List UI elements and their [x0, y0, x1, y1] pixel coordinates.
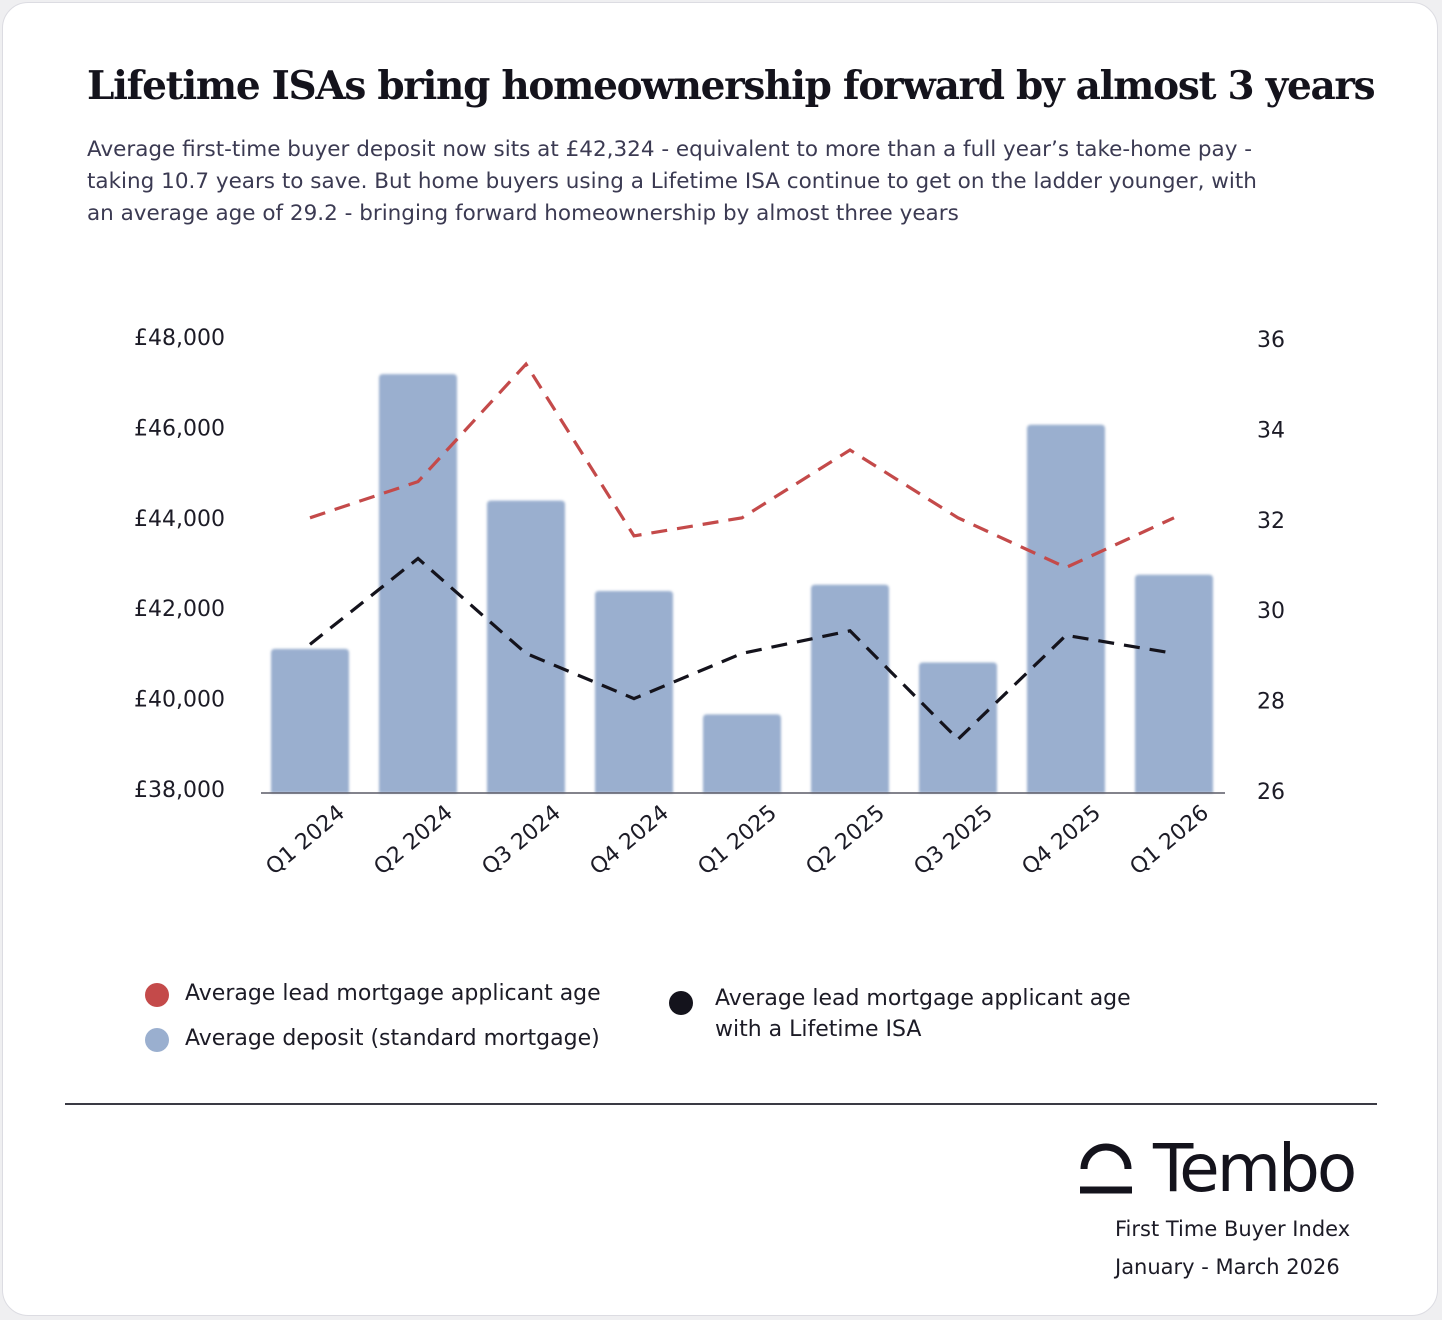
x-tick-label: Q3 2025	[910, 800, 998, 880]
left-tick-label: £48,000	[134, 326, 225, 351]
legend-blue-dot	[145, 1028, 169, 1052]
left-tick-label: £40,000	[134, 688, 225, 713]
tembo-logo: Tembo	[1077, 1129, 1387, 1209]
deposit-bar-q3-2024	[487, 500, 565, 793]
x-tick-label: Q1 2026	[1126, 800, 1214, 880]
deposit-bar-q2-2024	[379, 374, 457, 793]
deposit-bars	[271, 374, 1213, 793]
x-tick-label: Q2 2025	[802, 800, 890, 880]
left-tick-label: £42,000	[134, 597, 225, 622]
lifetime-isa-age-line	[309, 556, 1175, 742]
right-tick-label: 34	[1257, 418, 1285, 443]
footer-divider	[65, 1103, 1377, 1105]
right-tick-label: 36	[1257, 328, 1285, 353]
left-tick-label: £46,000	[134, 416, 225, 441]
x-tick-label: Q2 2024	[370, 800, 458, 880]
legend-deposit: Average deposit (standard mortgage)	[185, 1026, 600, 1051]
x-tick-label: Q4 2024	[586, 800, 674, 880]
tembo-mark-icon	[1080, 1143, 1132, 1194]
deposit-bar-q1-2026	[1135, 574, 1213, 793]
footer-period: January - March 2026	[1115, 1255, 1340, 1279]
deposit-bar-q1-2024	[271, 648, 349, 793]
left-tick-label: £44,000	[134, 507, 225, 532]
x-axis-labels: Q1 2024 Q2 2024 Q3 2024 Q4 2024 Q1 2025 Q2 20…	[262, 800, 1214, 880]
legend-black-dot	[669, 991, 693, 1015]
footer-index-name: First Time Buyer Index	[1115, 1217, 1351, 1241]
average-age-line	[309, 361, 1175, 570]
deposit-bar-q1-2025	[703, 714, 781, 793]
tembo-wordmark: Tembo	[1153, 1130, 1357, 1207]
legend-red-age: Average lead mortgage applicant age	[185, 981, 601, 1006]
age-lines	[309, 361, 1175, 742]
legend-lisa-age: Average lead mortgage applicant age with…	[715, 983, 1131, 1045]
deposit-bar-q2-2025	[811, 584, 889, 793]
right-tick-label: 26	[1257, 780, 1285, 805]
chart-subtitle: Average first-time buyer deposit now sit…	[87, 137, 1257, 226]
left-tick-label: £38,000	[134, 778, 225, 803]
chart-title: Lifetime ISAs bring homeownership forwar…	[87, 63, 1376, 109]
legend-red-dot	[145, 983, 169, 1007]
legend-lisa-age-line1: Average lead mortgage applicant age	[715, 986, 1131, 1011]
right-tick-label: 30	[1257, 599, 1285, 624]
deposit-bar-q4-2024	[595, 591, 673, 793]
x-tick-label: Q3 2024	[478, 800, 566, 880]
legend-lisa-age-line2: with a Lifetime ISA	[715, 1017, 922, 1042]
combo-chart: £48,000 £46,000 £44,000 £42,000 £40,000 £38,0…	[134, 326, 1285, 880]
deposit-bar-q4-2025	[1027, 424, 1105, 793]
right-tick-label: 28	[1257, 690, 1285, 715]
right-axis-ticks: 36 34 32 30 28 26	[1257, 328, 1285, 805]
left-axis-ticks: £48,000 £46,000 £44,000 £42,000 £40,000 £38,0…	[134, 326, 225, 803]
deposit-bar-q3-2025	[919, 662, 997, 793]
x-tick-label: Q1 2024	[262, 800, 350, 880]
right-tick-label: 32	[1257, 509, 1285, 534]
x-tick-label: Q1 2025	[694, 800, 782, 880]
x-tick-label: Q4 2025	[1018, 800, 1106, 880]
